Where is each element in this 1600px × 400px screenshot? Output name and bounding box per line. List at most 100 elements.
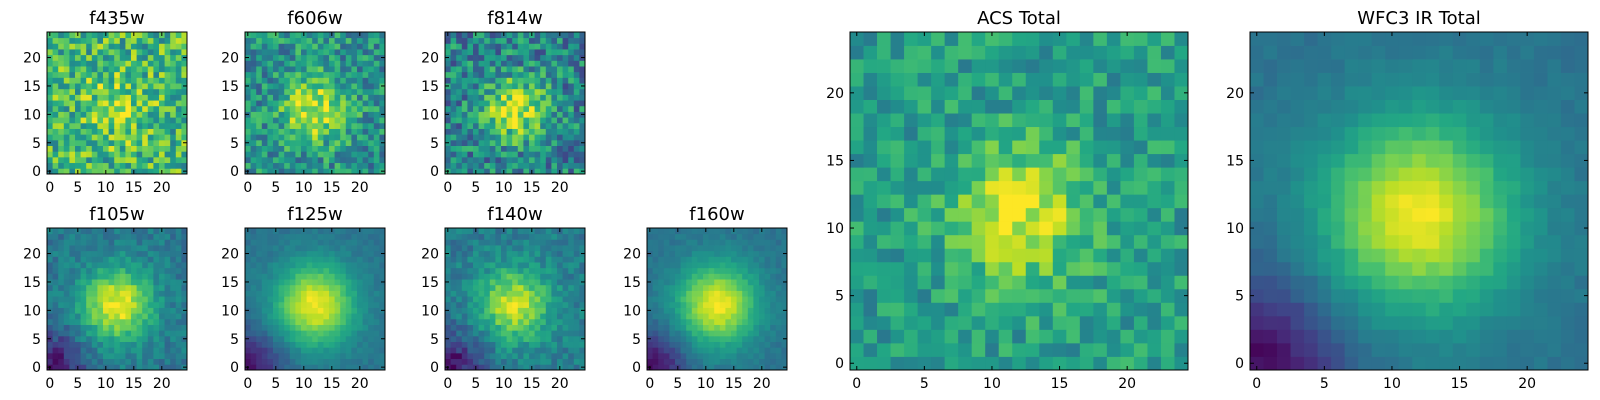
- heatmap-cell: [164, 347, 171, 354]
- heatmap-cell: [362, 267, 369, 274]
- heatmap-cell: [764, 313, 771, 320]
- heatmap-cell: [86, 296, 93, 303]
- heatmap-cell: [551, 122, 558, 129]
- heatmap-cell: [551, 279, 558, 286]
- heatmap-cell: [1120, 194, 1135, 209]
- heatmap-cell: [97, 239, 104, 246]
- heatmap-cell: [147, 37, 154, 44]
- heatmap-cell: [175, 43, 182, 50]
- heatmap-cell: [181, 128, 188, 135]
- heatmap-cell: [362, 77, 369, 84]
- heatmap-cell: [775, 301, 782, 308]
- heatmap-cell: [647, 301, 653, 308]
- heatmap-cell: [971, 167, 986, 182]
- heatmap-cell: [334, 139, 341, 146]
- heatmap-cell: [136, 139, 143, 146]
- heatmap-cell: [159, 279, 165, 286]
- heatmap-cell: [317, 117, 324, 124]
- heatmap-cell: [675, 233, 681, 240]
- heatmap-cell: [351, 60, 358, 67]
- heatmap-cell: [1160, 194, 1175, 209]
- heatmap-cell: [301, 77, 307, 84]
- heatmap-cell: [753, 318, 760, 325]
- heatmap-cell: [917, 153, 932, 168]
- heatmap-cell: [47, 358, 53, 365]
- heatmap-cell: [312, 352, 319, 360]
- heatmap-cell: [114, 43, 121, 50]
- heatmap-cell: [747, 364, 754, 371]
- heatmap-cell: [351, 100, 358, 107]
- heatmap-cell: [731, 250, 737, 257]
- heatmap-cell: [301, 71, 307, 78]
- heatmap-cell: [714, 313, 721, 320]
- heatmap-cell: [362, 290, 369, 297]
- heatmap-cell: [680, 267, 687, 274]
- heatmap-cell: [351, 145, 358, 152]
- heatmap-cell: [1106, 315, 1121, 330]
- heatmap-cell: [289, 66, 296, 73]
- heatmap-cell: [998, 180, 1013, 195]
- heatmap-cell: [289, 168, 296, 175]
- heatmap-cell: [1093, 207, 1108, 222]
- heatmap-cell: [119, 66, 126, 73]
- heatmap-cell: [708, 267, 715, 274]
- heatmap-cell: [108, 341, 115, 348]
- heatmap-cell: [97, 128, 104, 135]
- heatmap-cell: [944, 234, 959, 249]
- heatmap-cell: [256, 37, 263, 44]
- heatmap-cell: [501, 301, 507, 308]
- heatmap-cell: [136, 273, 143, 280]
- heatmap-cell: [529, 151, 535, 158]
- heatmap-cell: [647, 262, 653, 269]
- x-tick-label: 20: [551, 180, 569, 196]
- heatmap-cell: [545, 145, 552, 152]
- heatmap-cell: [334, 66, 341, 73]
- heatmap-cell: [340, 256, 347, 263]
- heatmap-cell: [517, 88, 524, 95]
- heatmap-cell: [119, 324, 126, 331]
- heatmap-cell: [473, 100, 479, 107]
- heatmap-cell: [764, 330, 771, 337]
- heatmap-cell: [164, 151, 171, 158]
- heatmap-cell: [362, 139, 369, 146]
- heatmap-cell: [164, 307, 171, 314]
- heatmap-cell: [770, 279, 777, 286]
- heatmap-cell: [108, 233, 115, 240]
- heatmap-cell: [495, 335, 502, 342]
- heatmap-cell: [284, 262, 291, 269]
- heatmap-cell: [306, 233, 313, 240]
- heatmap-cell: [136, 239, 143, 246]
- heatmap-cell: [97, 301, 104, 308]
- heatmap-cell: [904, 180, 918, 195]
- heatmap-cell: [136, 324, 143, 331]
- heatmap-cell: [489, 347, 496, 354]
- heatmap-cell: [501, 94, 507, 101]
- heatmap-cell: [80, 347, 87, 354]
- heatmap-cell: [573, 233, 580, 240]
- heatmap-cell: [97, 228, 104, 235]
- heatmap-cell: [368, 117, 375, 124]
- heatmap-cell: [1066, 167, 1081, 182]
- heatmap-cell: [91, 358, 98, 365]
- heatmap-cell: [725, 313, 732, 320]
- heatmap-cell: [680, 307, 687, 314]
- heatmap-cell: [91, 335, 98, 342]
- heatmap-cell: [759, 233, 765, 240]
- heatmap-cell: [284, 156, 291, 164]
- heatmap-cell: [473, 145, 479, 152]
- heatmap-cell: [91, 71, 98, 78]
- heatmap-cell: [52, 162, 59, 169]
- heatmap-cell: [114, 284, 121, 291]
- heatmap-cell: [340, 100, 347, 107]
- heatmap-cell: [334, 318, 341, 325]
- heatmap-cell: [658, 233, 665, 240]
- heatmap-cell: [125, 324, 132, 331]
- heatmap-cell: [484, 151, 491, 158]
- heatmap-cell: [691, 228, 698, 235]
- heatmap-cell: [368, 66, 375, 73]
- heatmap-cell: [301, 83, 307, 90]
- heatmap-cell: [312, 145, 319, 152]
- heatmap-cell: [301, 330, 307, 337]
- heatmap-cell: [261, 313, 268, 320]
- heatmap-cell: [958, 194, 973, 209]
